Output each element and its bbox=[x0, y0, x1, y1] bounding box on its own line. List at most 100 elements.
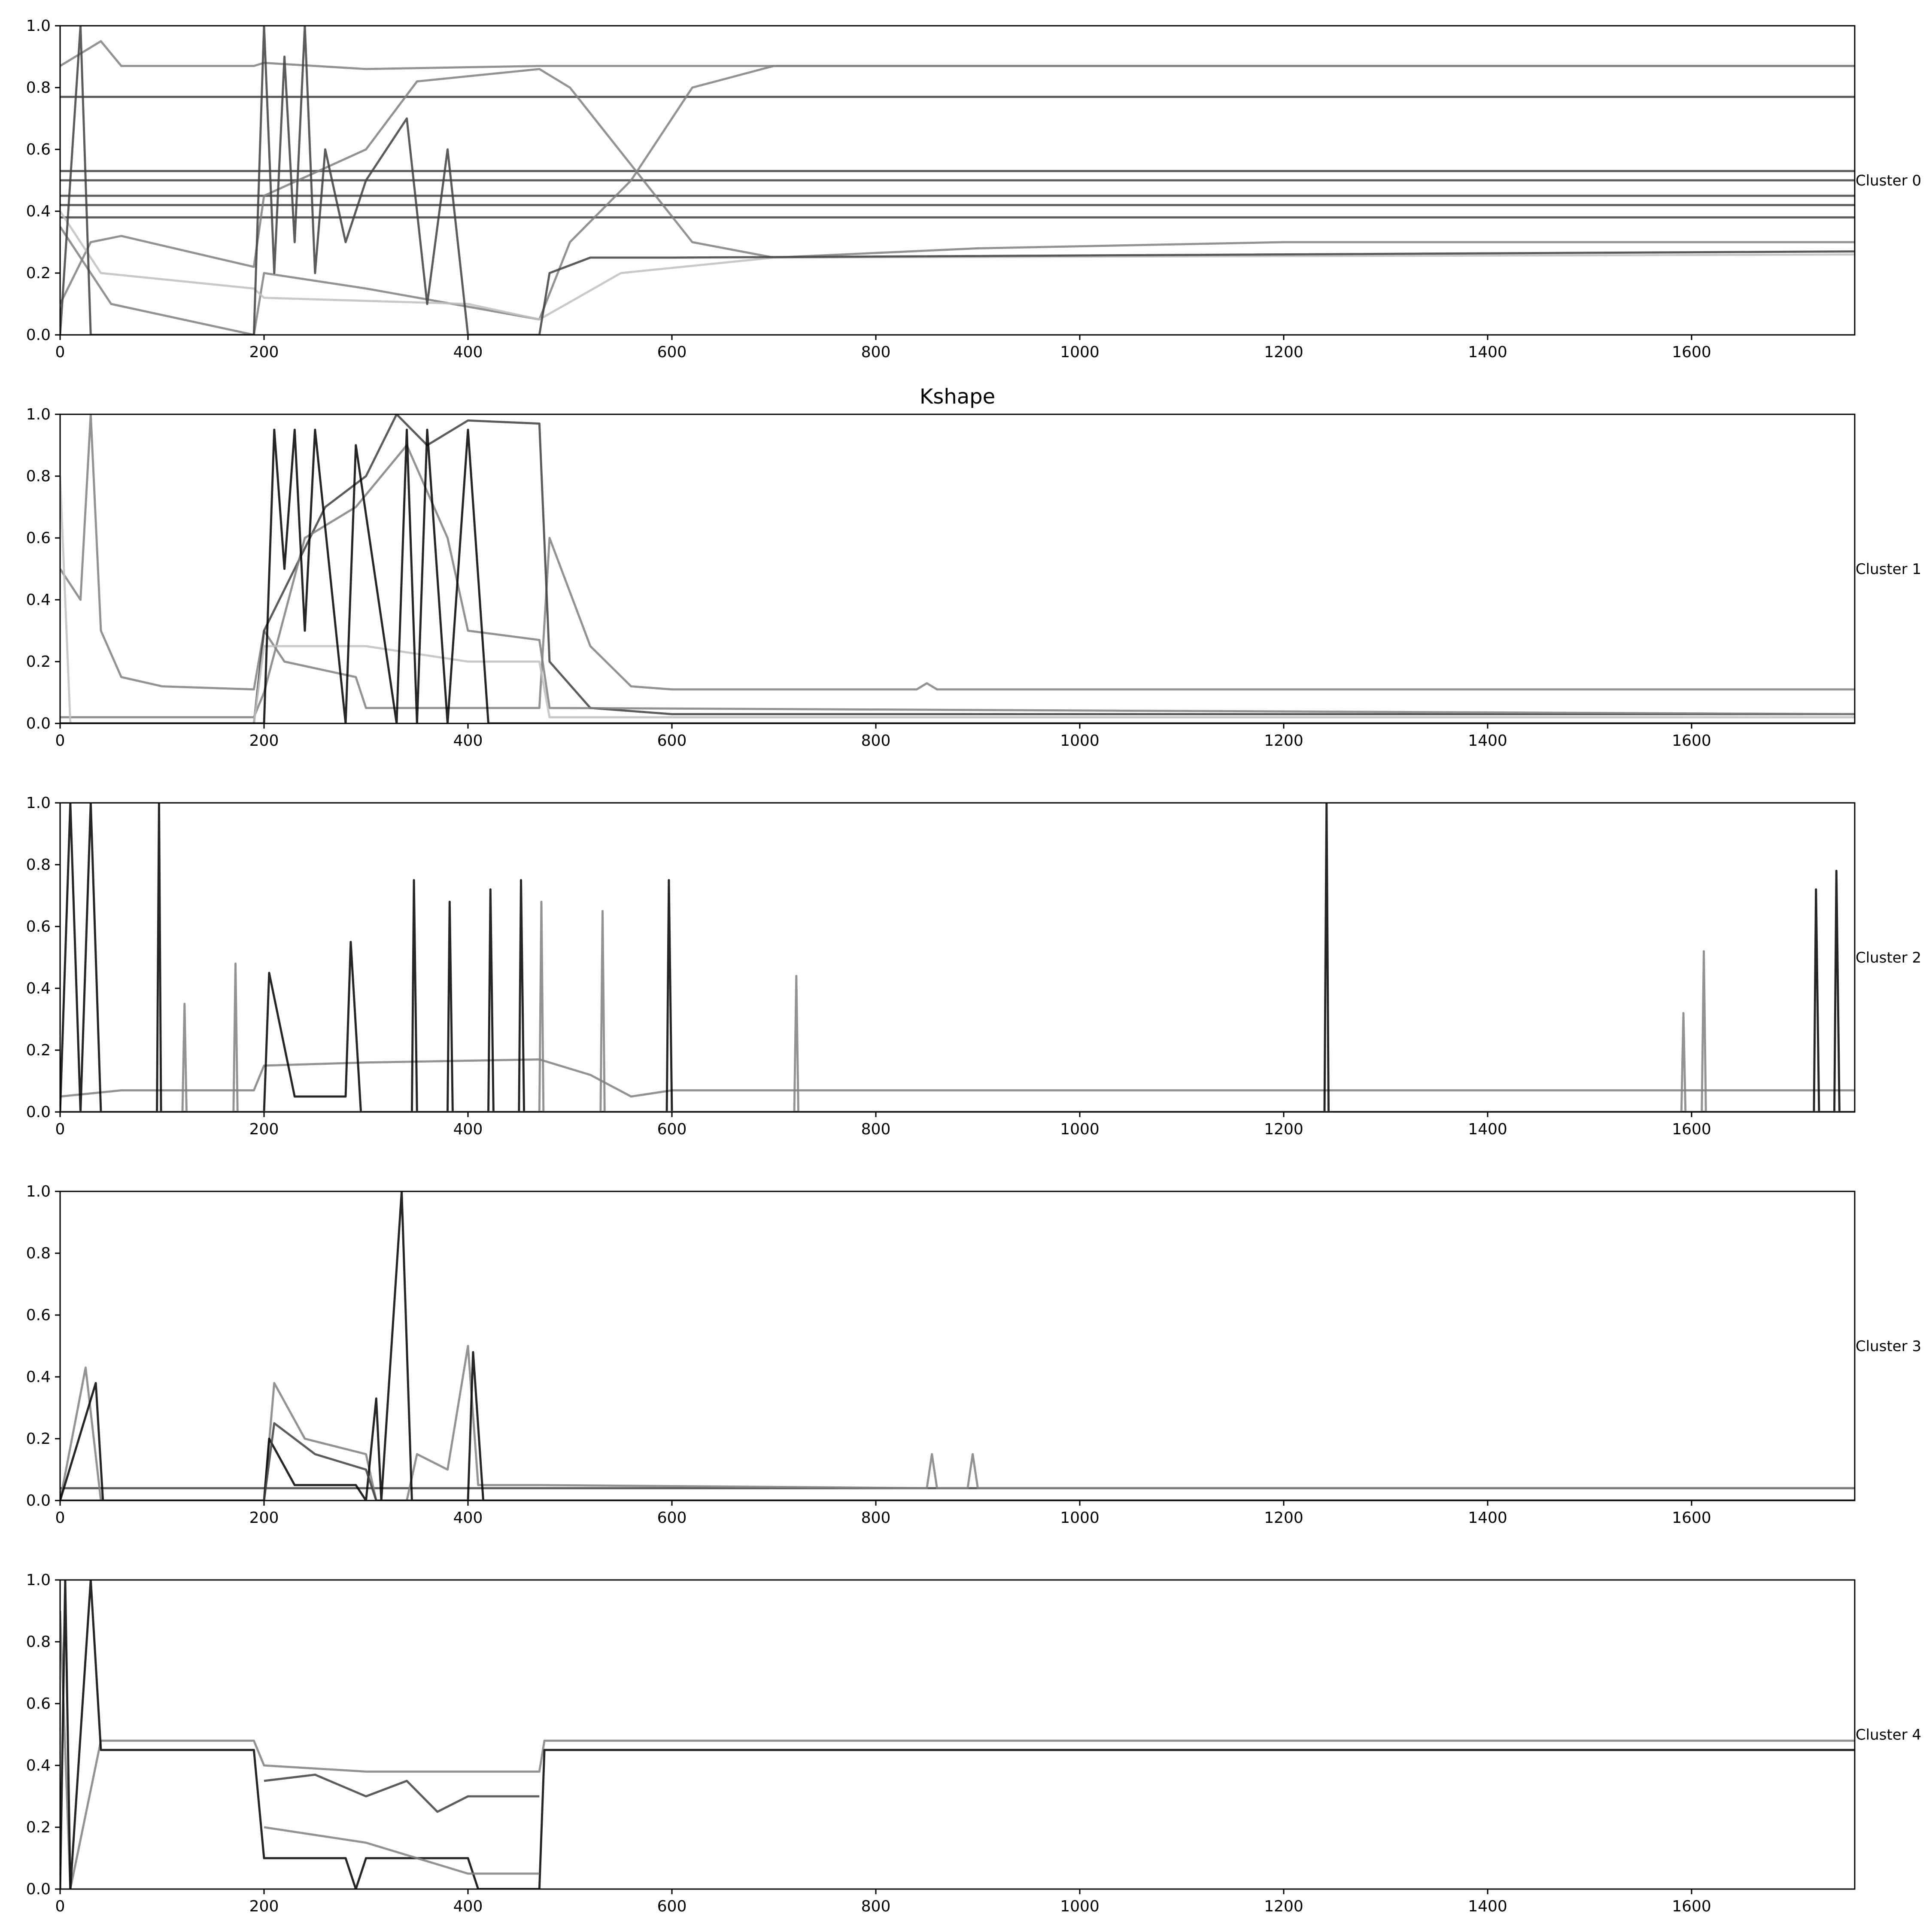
series-line-10 bbox=[60, 26, 1855, 335]
plot-frame bbox=[59, 1191, 1856, 1501]
y-tick-label: 0.6 bbox=[26, 1695, 51, 1713]
cluster-panel-3: 0 200 400 600 800 1000 1200 1400 1600 0.0 0.2 0.4 0.… bbox=[26, 1183, 1921, 1527]
y-tick-label: 0.2 bbox=[26, 1819, 51, 1836]
x-tick-label: 1200 bbox=[1264, 732, 1303, 750]
x-tick-label: 400 bbox=[453, 1509, 483, 1527]
x-tick-label: 1200 bbox=[1264, 1121, 1303, 1138]
series-line-4 bbox=[60, 428, 1855, 723]
x-tick-label: 1000 bbox=[1060, 1509, 1100, 1527]
x-tick-label: 600 bbox=[657, 1509, 687, 1527]
series-group bbox=[60, 1580, 1855, 1889]
plot-frame bbox=[59, 25, 1856, 336]
y-tick-label: 0.0 bbox=[26, 326, 51, 344]
x-tick-label: 200 bbox=[249, 732, 279, 750]
y-tick-label: 1.0 bbox=[26, 1571, 51, 1589]
y-tick-label: 0.8 bbox=[26, 468, 51, 485]
series-line-2 bbox=[60, 1191, 1855, 1501]
x-tick-label: 200 bbox=[249, 1509, 279, 1527]
y-tick-label: 0.0 bbox=[26, 1492, 51, 1510]
figure-title: Kshape bbox=[920, 385, 995, 409]
x-tick-label: 600 bbox=[657, 1898, 687, 1915]
cluster-panels: 0 200 400 600 800 1000 1200 1400 1600 0.0 0.2 0.4 0.… bbox=[26, 17, 1921, 1915]
cluster-label: Cluster 3 bbox=[1856, 1338, 1921, 1355]
plot-frame bbox=[59, 413, 1856, 724]
cluster-panel-4: 0 200 400 600 800 1000 1200 1400 1600 0.0 0.2 0.4 0.… bbox=[26, 1571, 1921, 1915]
x-tick-label: 600 bbox=[657, 732, 687, 750]
x-tick-label: 1600 bbox=[1672, 343, 1711, 361]
plot-frame bbox=[59, 802, 1856, 1113]
series-line-2 bbox=[60, 444, 1855, 719]
x-tick-label: 1600 bbox=[1672, 1509, 1711, 1527]
x-tick-label: 1000 bbox=[1060, 1898, 1100, 1915]
x-tick-label: 600 bbox=[657, 1121, 687, 1138]
plot-frame bbox=[59, 1579, 1856, 1890]
cluster-label: Cluster 2 bbox=[1856, 949, 1921, 966]
y-tick-label: 0.0 bbox=[26, 715, 51, 732]
x-tick-label: 0 bbox=[55, 1898, 65, 1915]
y-tick-label: 0.4 bbox=[26, 203, 51, 220]
x-tick-label: 0 bbox=[55, 732, 65, 750]
y-tick-label: 0.2 bbox=[26, 264, 51, 282]
series-line-0 bbox=[60, 40, 1855, 70]
x-tick-label: 1000 bbox=[1060, 1121, 1100, 1138]
series-line-0 bbox=[60, 414, 1855, 709]
x-tick-label: 800 bbox=[861, 732, 891, 750]
x-tick-label: 1400 bbox=[1468, 1898, 1507, 1915]
cluster-panel-0: 0 200 400 600 800 1000 1200 1400 1600 0.0 0.2 0.4 0.… bbox=[26, 17, 1921, 361]
y-tick-label: 0.8 bbox=[26, 1633, 51, 1651]
y-tick-label: 0.8 bbox=[26, 1245, 51, 1262]
cluster-label: Cluster 4 bbox=[1856, 1726, 1921, 1744]
series-line-2 bbox=[264, 1774, 540, 1813]
x-tick-label: 1400 bbox=[1468, 1121, 1507, 1138]
x-tick-label: 200 bbox=[249, 1898, 279, 1915]
x-tick-label: 200 bbox=[249, 1121, 279, 1138]
y-tick-label: 0.8 bbox=[26, 856, 51, 874]
x-tick-label: 0 bbox=[55, 1509, 65, 1527]
x-tick-label: 200 bbox=[249, 343, 279, 361]
x-tick-label: 800 bbox=[861, 343, 891, 361]
y-tick-label: 1.0 bbox=[26, 1183, 51, 1200]
y-tick-label: 1.0 bbox=[26, 17, 51, 35]
x-tick-label: 1000 bbox=[1060, 732, 1100, 750]
series-line-8 bbox=[60, 65, 1855, 335]
x-tick-label: 400 bbox=[453, 1121, 483, 1138]
x-tick-label: 0 bbox=[55, 1121, 65, 1138]
series-line-7 bbox=[60, 68, 1855, 305]
x-tick-label: 1400 bbox=[1468, 343, 1507, 361]
cluster-label: Cluster 1 bbox=[1856, 561, 1921, 578]
y-tick-label: 0.4 bbox=[26, 980, 51, 997]
series-line-3 bbox=[264, 1826, 540, 1875]
y-tick-label: 0.6 bbox=[26, 141, 51, 158]
x-tick-label: 1200 bbox=[1264, 1509, 1303, 1527]
series-line-1 bbox=[60, 1580, 1855, 1889]
y-tick-label: 0.6 bbox=[26, 529, 51, 547]
series-group bbox=[60, 1191, 1855, 1501]
cluster-label: Cluster 0 bbox=[1856, 172, 1921, 189]
series-line-0 bbox=[60, 1058, 1855, 1098]
x-tick-label: 1400 bbox=[1468, 732, 1507, 750]
x-tick-label: 1200 bbox=[1264, 343, 1303, 361]
y-tick-label: 0.4 bbox=[26, 1757, 51, 1774]
series-line-1 bbox=[60, 1345, 1855, 1501]
x-tick-label: 0 bbox=[55, 343, 65, 361]
x-tick-label: 800 bbox=[861, 1898, 891, 1915]
x-tick-label: 1600 bbox=[1672, 1898, 1711, 1915]
y-tick-label: 1.0 bbox=[26, 406, 51, 423]
series-line-2 bbox=[60, 900, 1855, 1112]
x-tick-label: 400 bbox=[453, 1898, 483, 1915]
cluster-panel-2: 0 200 400 600 800 1000 1200 1400 1600 0.0 0.2 0.4 0.… bbox=[26, 794, 1921, 1138]
y-tick-label: 0.6 bbox=[26, 1306, 51, 1324]
x-tick-label: 800 bbox=[861, 1121, 891, 1138]
x-tick-label: 1000 bbox=[1060, 343, 1100, 361]
cluster-panel-1: 0 200 400 600 800 1000 1200 1400 1600 0.0 0.2 0.4 0.… bbox=[26, 406, 1921, 750]
y-tick-label: 0.4 bbox=[26, 591, 51, 609]
y-tick-label: 0.2 bbox=[26, 1042, 51, 1059]
y-tick-label: 0.8 bbox=[26, 79, 51, 97]
series-line-3 bbox=[60, 476, 1855, 723]
x-tick-label: 400 bbox=[453, 732, 483, 750]
series-group bbox=[60, 414, 1855, 723]
x-tick-label: 600 bbox=[657, 343, 687, 361]
x-tick-label: 1600 bbox=[1672, 1121, 1711, 1138]
y-tick-label: 0.0 bbox=[26, 1880, 51, 1898]
